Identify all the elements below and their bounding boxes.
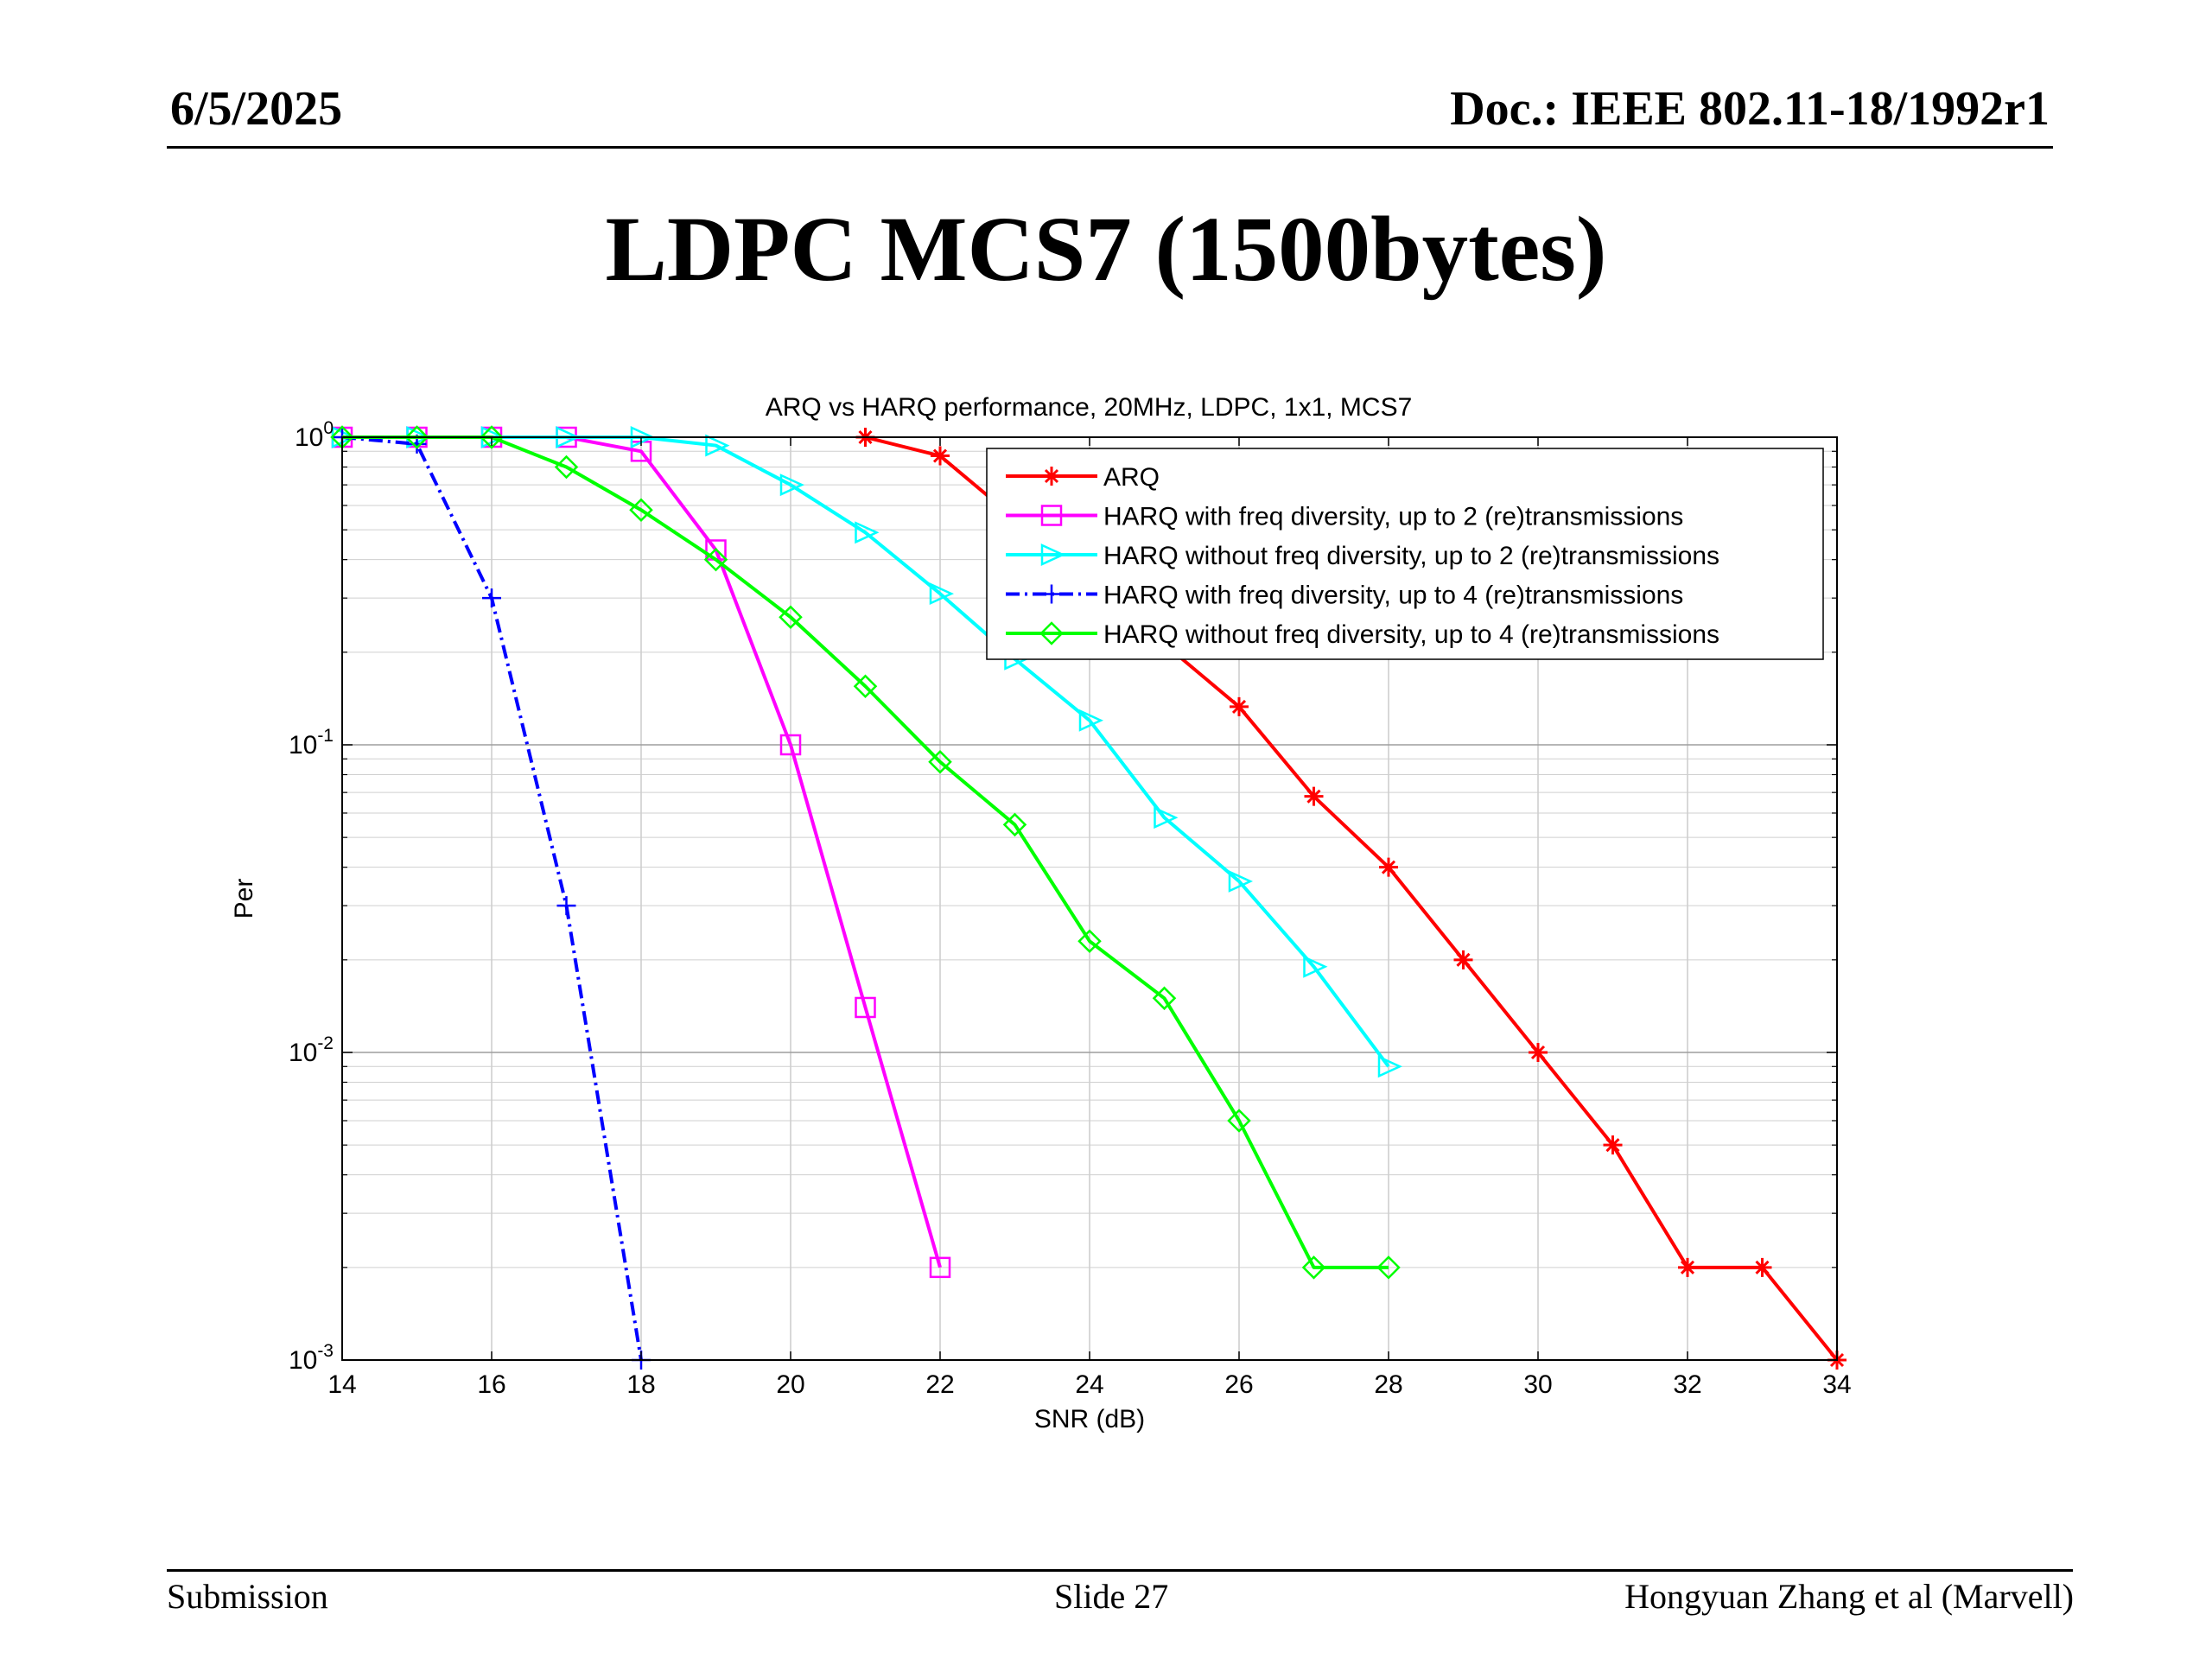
data-point — [1227, 1109, 1251, 1133]
header-date: 6/5/2025 — [170, 82, 343, 136]
data-point — [705, 434, 730, 457]
x-axis-label: SNR (dB) — [1034, 1405, 1145, 1433]
data-point — [1529, 1043, 1548, 1062]
data-point — [480, 425, 504, 449]
series — [330, 425, 1401, 1280]
data-point — [1230, 696, 1249, 716]
data-point — [1152, 986, 1177, 1011]
data-point — [1301, 1255, 1326, 1280]
axis-ticks: 14 16 18 20 22 24 26 28 30 32 34 100 10-1 10-2 10-3 — [289, 418, 1852, 1399]
data-point — [1752, 1257, 1772, 1277]
series-line — [342, 435, 1389, 1269]
data-point — [1040, 543, 1066, 566]
x-tick-label: 32 — [1673, 1370, 1701, 1399]
data-point — [1376, 1255, 1401, 1280]
x-tick-label: 20 — [776, 1370, 804, 1399]
data-point — [1678, 1257, 1697, 1277]
x-tick-label: 18 — [626, 1370, 655, 1399]
data-point — [1379, 857, 1398, 877]
x-tick-label: 28 — [1374, 1370, 1402, 1399]
x-tick-label: 16 — [477, 1370, 505, 1399]
data-point — [1039, 621, 1064, 645]
data-point — [929, 1256, 951, 1279]
x-tick-label: 24 — [1075, 1370, 1103, 1399]
data-point — [1040, 505, 1063, 526]
footer-slide-number: Slide 27 — [1054, 1577, 1169, 1616]
legend-label: HARQ with freq diversity, up to 2 (re)tr… — [1103, 503, 1683, 531]
y-tick-label: 100 — [295, 418, 334, 452]
legend-label: HARQ without freq diversity, up to 4 (re… — [1103, 620, 1719, 649]
legend-label: ARQ — [1103, 463, 1160, 492]
data-point — [853, 674, 878, 699]
data-point — [779, 474, 805, 497]
footer-author: Hongyuan Zhang et al (Marvell) — [1624, 1577, 2074, 1616]
data-point — [855, 996, 876, 1019]
slide-title: LDPC MCS7 (1500bytes) — [605, 199, 1607, 301]
chart-title: ARQ vs HARQ performance, 20MHz, LDPC, 1x… — [766, 393, 1413, 422]
data-point — [404, 425, 429, 449]
x-tick-label: 34 — [1822, 1370, 1851, 1399]
legend-label: HARQ without freq diversity, up to 2 (re… — [1103, 542, 1719, 570]
data-point — [855, 521, 880, 544]
data-point — [1154, 806, 1179, 830]
x-tick-label: 26 — [1224, 1370, 1253, 1399]
data-point — [554, 454, 579, 480]
x-tick-label: 14 — [327, 1370, 356, 1399]
data-point — [1377, 1055, 1403, 1078]
x-tick-label: 22 — [925, 1370, 954, 1399]
y-tick-label: 10-1 — [289, 726, 334, 760]
legend-label: HARQ with freq diversity, up to 4 (re)tr… — [1103, 582, 1683, 610]
header-rule — [167, 146, 2053, 149]
data-point — [931, 446, 950, 466]
data-point — [1002, 812, 1027, 837]
data-point — [1304, 786, 1324, 806]
data-point — [928, 749, 952, 774]
legend: ARQ HARQ with freq diversity, up to 2 (re… — [986, 448, 1824, 660]
data-point — [1453, 950, 1473, 969]
data-point — [779, 605, 803, 630]
data-point — [703, 547, 728, 572]
footer-submission: Submission — [167, 1577, 328, 1616]
footer-rule — [167, 1569, 2073, 1572]
data-point — [1078, 709, 1104, 732]
data-point — [556, 896, 576, 916]
y-tick-label: 10-3 — [289, 1341, 334, 1375]
data-point — [1303, 955, 1328, 978]
legend-box — [986, 448, 1824, 660]
data-point — [1228, 870, 1254, 893]
data-point — [779, 734, 802, 756]
header-doc-id: Doc.: IEEE 802.11-18/1992r1 — [1450, 82, 2050, 136]
y-axis-label: Per — [230, 879, 258, 919]
data-point — [629, 498, 653, 522]
data-point — [929, 582, 955, 606]
data-point — [482, 588, 501, 608]
y-tick-label: 10-2 — [289, 1033, 334, 1067]
data-point — [1077, 929, 1102, 953]
data-point — [1042, 467, 1061, 486]
data-point — [1042, 584, 1061, 604]
data-point — [1603, 1135, 1623, 1155]
x-tick-label: 30 — [1523, 1370, 1552, 1399]
